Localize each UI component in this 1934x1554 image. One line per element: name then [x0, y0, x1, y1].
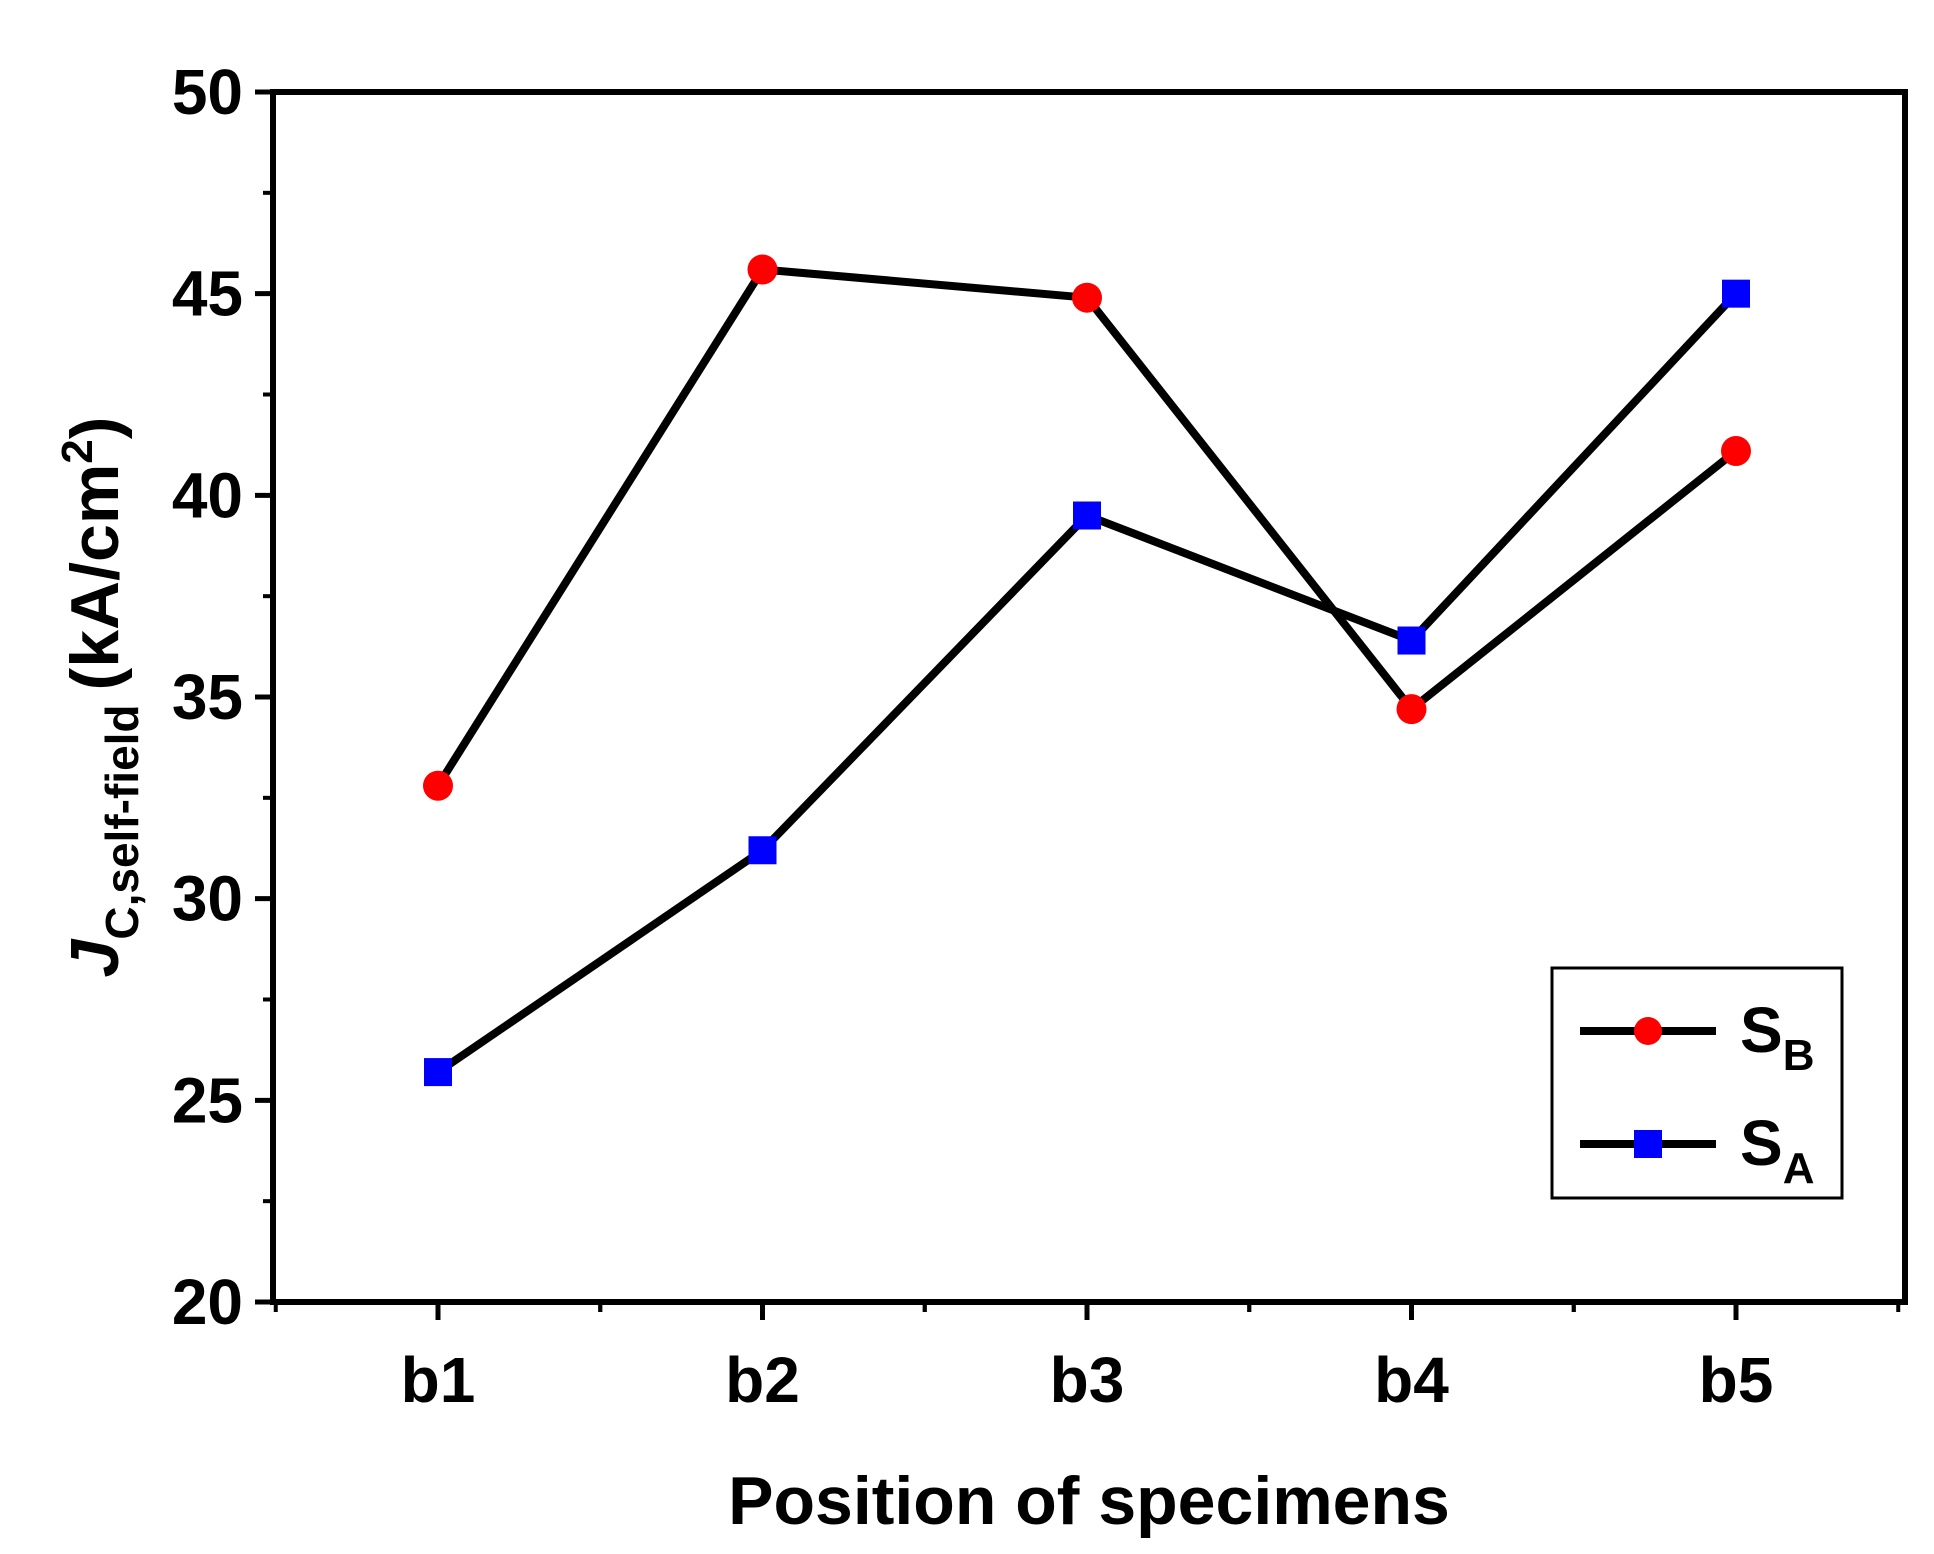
point-b: [1396, 694, 1427, 725]
point-a: [1722, 279, 1750, 308]
point-a: [1397, 626, 1426, 655]
x-tick-label: b1: [401, 1344, 476, 1416]
y-axis-title: JC,self-field (kA/cm2): [53, 417, 148, 978]
x-tick-label: b4: [1374, 1344, 1449, 1416]
y-axis-title-sub: C,self-field: [96, 704, 148, 939]
x-tick-label: b3: [1050, 1344, 1125, 1416]
point-b: [1072, 282, 1102, 313]
point-a: [424, 1058, 452, 1087]
legend-box: [1550, 966, 1844, 1200]
y-tick-label: 20: [172, 1266, 243, 1338]
legend-label-sa: SA: [1740, 1107, 1814, 1193]
y-axis: 20 25 30 35 40 45 50: [172, 56, 273, 1338]
legend: SB SA: [1550, 966, 1844, 1200]
point-b: [747, 254, 778, 285]
x-tick-label: b2: [725, 1344, 800, 1416]
y-tick-label: 25: [172, 1064, 243, 1136]
y-tick-label: 35: [172, 661, 243, 733]
y-axis-title-unit: (kA/cm: [57, 464, 133, 691]
y-axis-title-unit-sup: 2: [53, 439, 102, 463]
legend-marker-sb: [1634, 1017, 1662, 1045]
y-tick-label: 45: [172, 258, 243, 330]
y-tick-label: 40: [172, 459, 243, 531]
point-b: [423, 770, 453, 801]
series-layer: [423, 254, 1751, 1087]
y-tick-label: 30: [172, 863, 243, 935]
x-tick-label: b5: [1699, 1344, 1774, 1416]
point-a: [1073, 501, 1101, 530]
legend-marker-sa: [1634, 1130, 1662, 1158]
x-axis: b1 b2 b3 b4 b5: [273, 1302, 1901, 1416]
x-axis-title: Position of specimens: [728, 1463, 1450, 1539]
point-a: [748, 836, 777, 865]
legend-label-sb: SB: [1740, 994, 1814, 1080]
y-axis-title-unit-close: ): [57, 417, 133, 440]
y-tick-label: 50: [172, 56, 243, 128]
point-b: [1721, 435, 1751, 466]
y-axis-title-main: J: [57, 938, 133, 977]
